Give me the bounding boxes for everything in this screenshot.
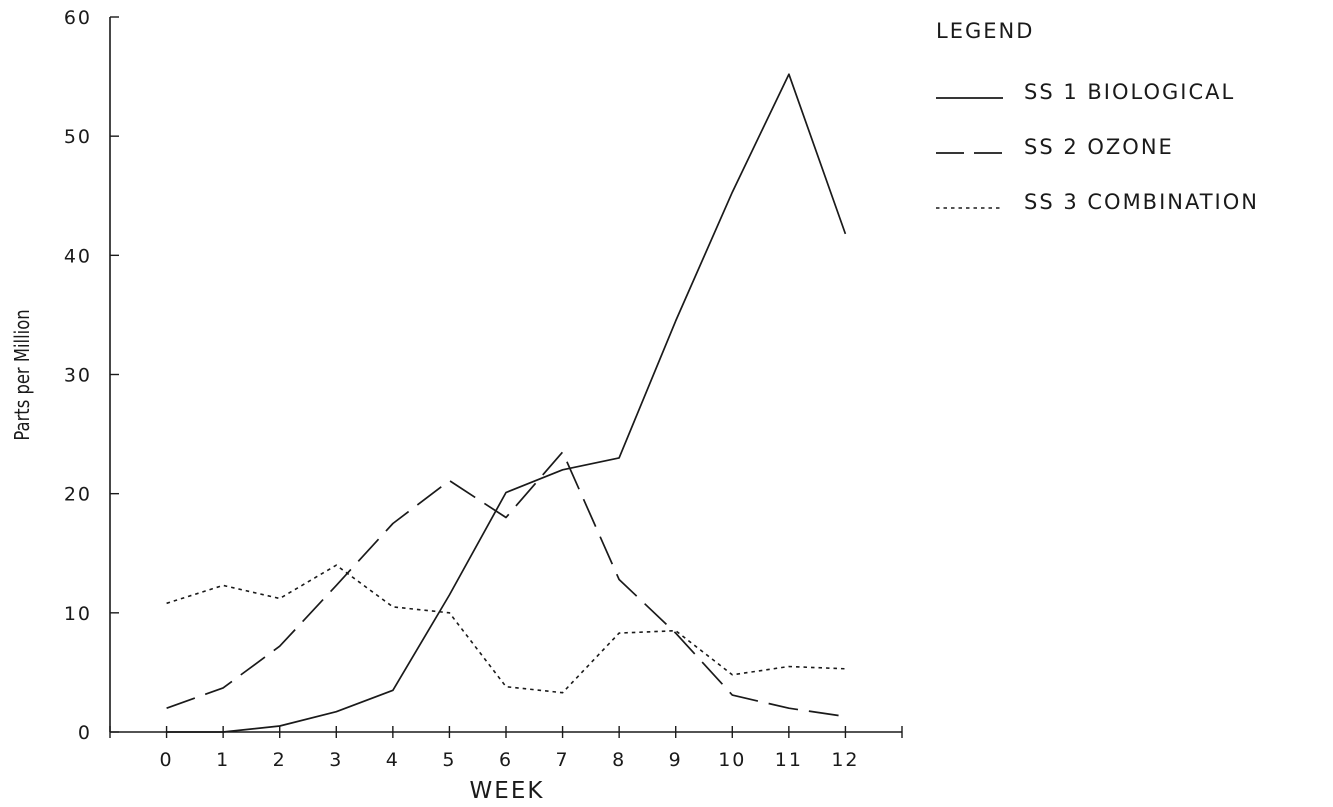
x-tick-label: 9 [669, 749, 683, 771]
x-tick-label: 11 [775, 749, 803, 771]
x-tick-label: 7 [556, 749, 570, 771]
y-tick-label: 60 [64, 7, 92, 29]
y-ticks: 0 10 20 30 40 50 60 [64, 7, 119, 744]
x-tick-label: 4 [386, 749, 400, 771]
x-axis-title: WEEK [470, 778, 545, 804]
legend-label-1: SS 1 BIOLOGICAL [1024, 80, 1235, 104]
y-tick-label: 20 [64, 484, 92, 506]
series-line-2 [166, 451, 846, 718]
x-tick-label: 0 [160, 749, 174, 771]
axes [109, 17, 902, 733]
x-tick-label: 10 [718, 749, 746, 771]
series-line-3 [166, 564, 846, 694]
x-tick-label: 5 [442, 749, 456, 771]
x-tick-label: 12 [831, 749, 859, 771]
x-tick-label: 3 [329, 749, 343, 771]
legend-title: LEGEND [936, 19, 1034, 43]
x-tick-label: 1 [216, 749, 230, 771]
y-axis-title: Parts per Million [12, 309, 35, 440]
x-tick-label: 8 [612, 749, 626, 771]
legend-label-3: SS 3 COMBINATION [1024, 190, 1259, 214]
y-tick-label: 30 [64, 365, 92, 387]
x-ticks: 0 1 2 3 4 5 6 7 8 9 10 11 12 [109, 726, 903, 771]
legend-items: SS 1 BIOLOGICAL SS 2 OZONE SS 3 COMBINATIO… [936, 80, 1259, 214]
legend: LEGEND SS 1 BIOLOGICAL SS 2 OZONE SS 3 COM… [936, 19, 1259, 214]
series-group [166, 73, 847, 733]
series-line-1 [166, 73, 847, 733]
y-tick-label: 10 [64, 603, 92, 625]
y-tick-label: 0 [78, 722, 92, 744]
x-tick-label: 2 [273, 749, 287, 771]
y-tick-label: 50 [64, 126, 92, 148]
x-tick-label: 6 [499, 749, 513, 771]
legend-label-2: SS 2 OZONE [1024, 135, 1174, 159]
y-tick-label: 40 [64, 245, 92, 267]
